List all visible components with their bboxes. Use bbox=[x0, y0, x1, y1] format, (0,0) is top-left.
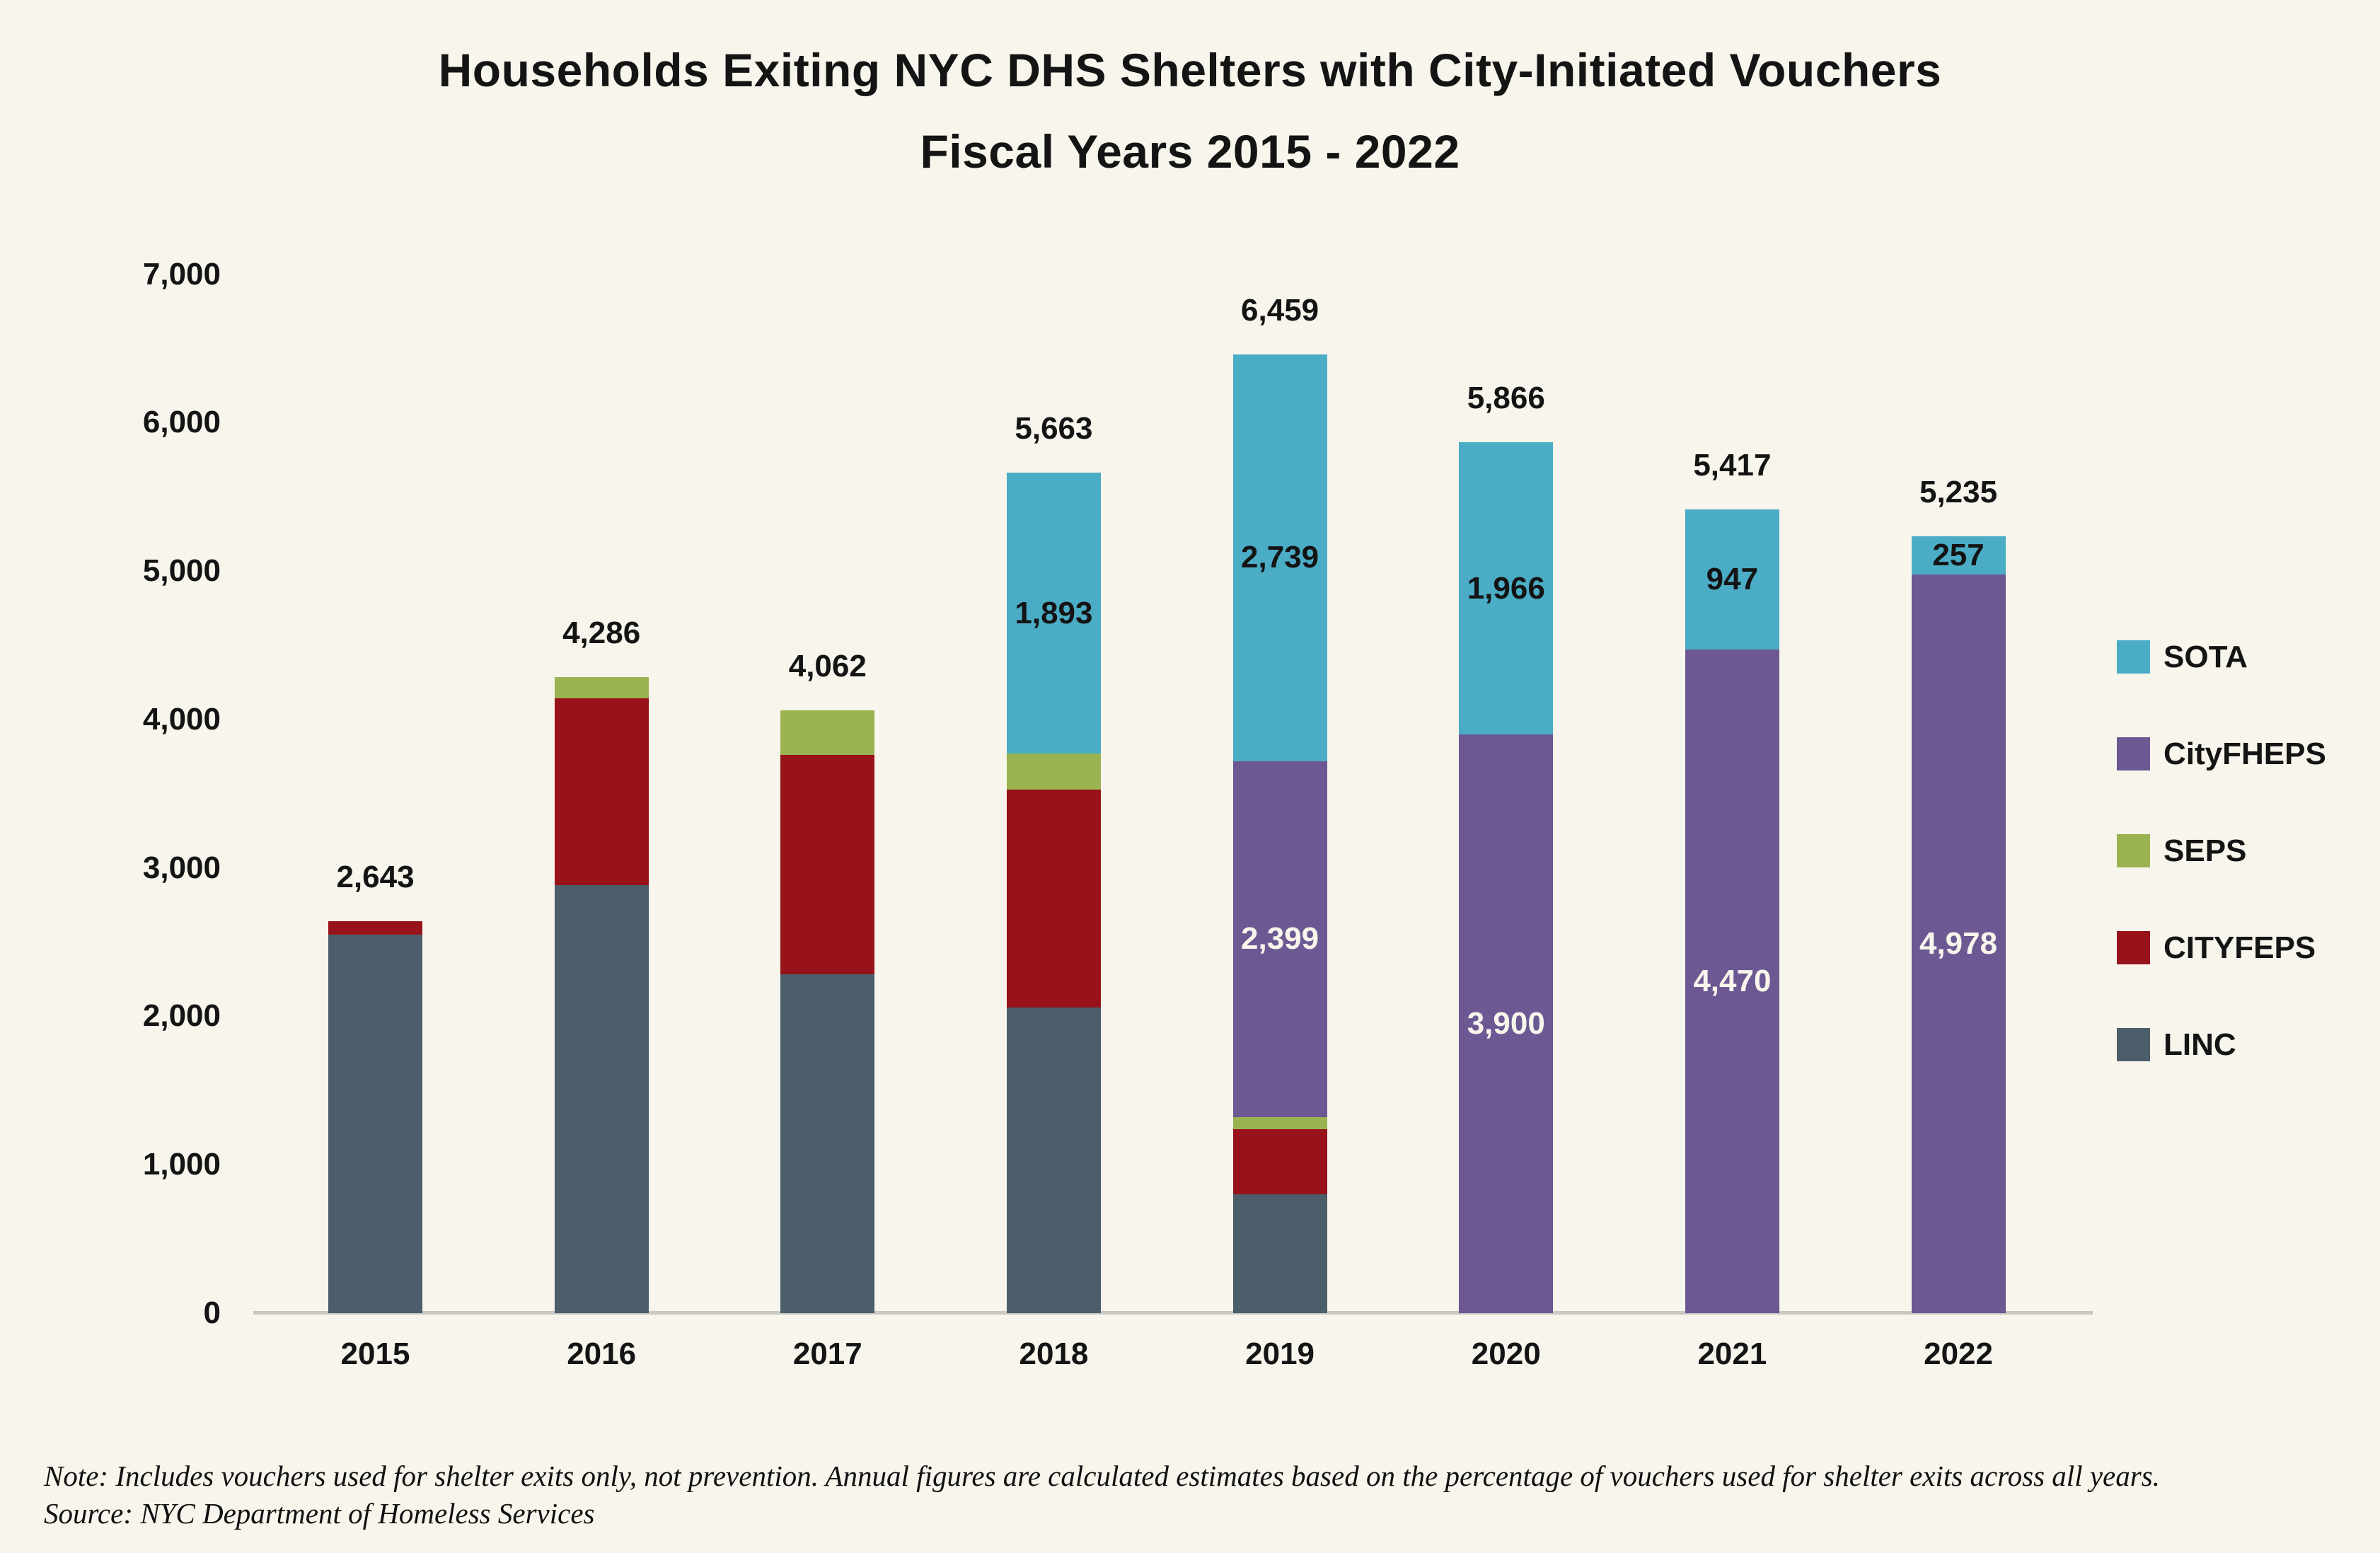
bar-2018-segment-linc bbox=[1006, 1008, 1101, 1313]
segment-label-2019-sota: 2,739 bbox=[1241, 540, 1319, 575]
segment-label-2020-sota: 1,966 bbox=[1467, 570, 1545, 606]
legend-swatch-seps bbox=[2117, 834, 2150, 867]
y-axis-tick-7000: 7,000 bbox=[142, 256, 221, 291]
y-axis-tick-6000: 6,000 bbox=[142, 405, 221, 440]
legend-swatch-sota bbox=[2117, 640, 2150, 674]
total-label-2018: 5,663 bbox=[1015, 411, 1093, 446]
bar-2016-segment-cityfeps bbox=[554, 698, 649, 885]
bar-2016-segment-linc bbox=[554, 884, 649, 1313]
x-axis-label-2022: 2022 bbox=[1924, 1336, 1993, 1371]
legend-label-seps: SEPS bbox=[2164, 833, 2247, 868]
footnote-note: Note: Includes vouchers used for shelter… bbox=[44, 1460, 2160, 1492]
segment-label-2020-cityfheps: 3,900 bbox=[1467, 1005, 1545, 1041]
x-axis-label-2020: 2020 bbox=[1471, 1336, 1541, 1371]
legend-swatch-cityfeps bbox=[2117, 931, 2150, 964]
bar-2015-segment-cityfeps bbox=[328, 920, 422, 935]
total-label-2019: 6,459 bbox=[1241, 293, 1319, 328]
y-axis-tick-2000: 2,000 bbox=[142, 998, 221, 1034]
x-axis-line bbox=[253, 1311, 2093, 1315]
footnote-source: Source: NYC Department of Homeless Servi… bbox=[44, 1497, 595, 1530]
bar-2015-segment-linc bbox=[328, 935, 422, 1313]
bar-2020-segment-sota bbox=[1459, 442, 1554, 734]
chart-title-block: Households Exiting NYC DHS Shelters with… bbox=[0, 30, 2380, 192]
segment-label-2022-cityfheps: 4,978 bbox=[1919, 925, 1998, 961]
y-axis-tick-1000: 1,000 bbox=[142, 1147, 221, 1182]
y-axis-tick-5000: 5,000 bbox=[142, 553, 221, 589]
chart-subtitle: Fiscal Years 2015 - 2022 bbox=[920, 125, 1460, 178]
bar-2018-segment-sota bbox=[1006, 473, 1101, 754]
total-label-2020: 5,866 bbox=[1467, 381, 1545, 416]
chart-title: Households Exiting NYC DHS Shelters with… bbox=[438, 44, 1942, 96]
bar-2019-segment-sota bbox=[1232, 354, 1327, 761]
y-axis-tick-4000: 4,000 bbox=[142, 701, 221, 737]
segment-label-2022-sota: 257 bbox=[1932, 537, 1985, 572]
x-axis-label-2015: 2015 bbox=[340, 1336, 410, 1371]
bar-2022-segment-sota bbox=[1911, 536, 2006, 575]
bar-2019-segment-seps bbox=[1232, 1116, 1327, 1130]
legend-swatch-linc bbox=[2117, 1028, 2150, 1061]
bar-2017-segment-linc bbox=[780, 974, 875, 1313]
bar-2020-segment-cityfheps bbox=[1459, 734, 1554, 1313]
x-axis-label-2018: 2018 bbox=[1019, 1336, 1089, 1371]
legend-swatch-cityfheps bbox=[2117, 737, 2150, 770]
segment-label-2019-cityfheps: 2,399 bbox=[1241, 921, 1319, 957]
segment-label-2021-cityfheps: 4,470 bbox=[1693, 964, 1772, 999]
bar-2019-segment-linc bbox=[1232, 1194, 1327, 1313]
x-axis-label-2021: 2021 bbox=[1697, 1336, 1767, 1371]
x-axis-label-2017: 2017 bbox=[792, 1336, 862, 1371]
bar-2021-segment-cityfheps bbox=[1685, 650, 1779, 1313]
bar-2022-segment-cityfheps bbox=[1911, 574, 2006, 1313]
total-label-2021: 5,417 bbox=[1693, 447, 1772, 483]
segment-label-2018-sota: 1,893 bbox=[1015, 595, 1093, 630]
bar-2016-segment-seps bbox=[554, 676, 649, 699]
legend-label-sota: SOTA bbox=[2164, 640, 2248, 674]
total-label-2017: 4,062 bbox=[788, 648, 867, 683]
total-label-2022: 5,235 bbox=[1919, 474, 1998, 509]
bar-2018-segment-seps bbox=[1006, 754, 1101, 790]
bar-2019-segment-cityfheps bbox=[1232, 761, 1327, 1117]
legend-label-cityfheps: CityFHEPS bbox=[2164, 737, 2326, 771]
bar-2017-segment-cityfeps bbox=[780, 754, 875, 974]
legend-label-cityfeps: CITYFEPS bbox=[2164, 930, 2316, 965]
bar-2019-segment-cityfeps bbox=[1232, 1129, 1327, 1195]
total-label-2015: 2,643 bbox=[336, 859, 415, 894]
footnote: Note: Includes vouchers used for shelter… bbox=[44, 1457, 2336, 1532]
segment-label-2021-sota: 947 bbox=[1706, 562, 1759, 596]
legend-label-linc: LINC bbox=[2164, 1027, 2236, 1062]
x-axis-label-2016: 2016 bbox=[567, 1336, 637, 1371]
total-label-2016: 4,286 bbox=[562, 615, 641, 650]
y-axis-tick-3000: 3,000 bbox=[142, 850, 221, 885]
y-axis-tick-0: 0 bbox=[203, 1295, 221, 1330]
bar-2021-segment-sota bbox=[1685, 509, 1779, 650]
bar-2018-segment-cityfeps bbox=[1006, 790, 1101, 1008]
bar-2017-segment-seps bbox=[780, 710, 875, 755]
x-axis-label-2019: 2019 bbox=[1245, 1336, 1315, 1371]
